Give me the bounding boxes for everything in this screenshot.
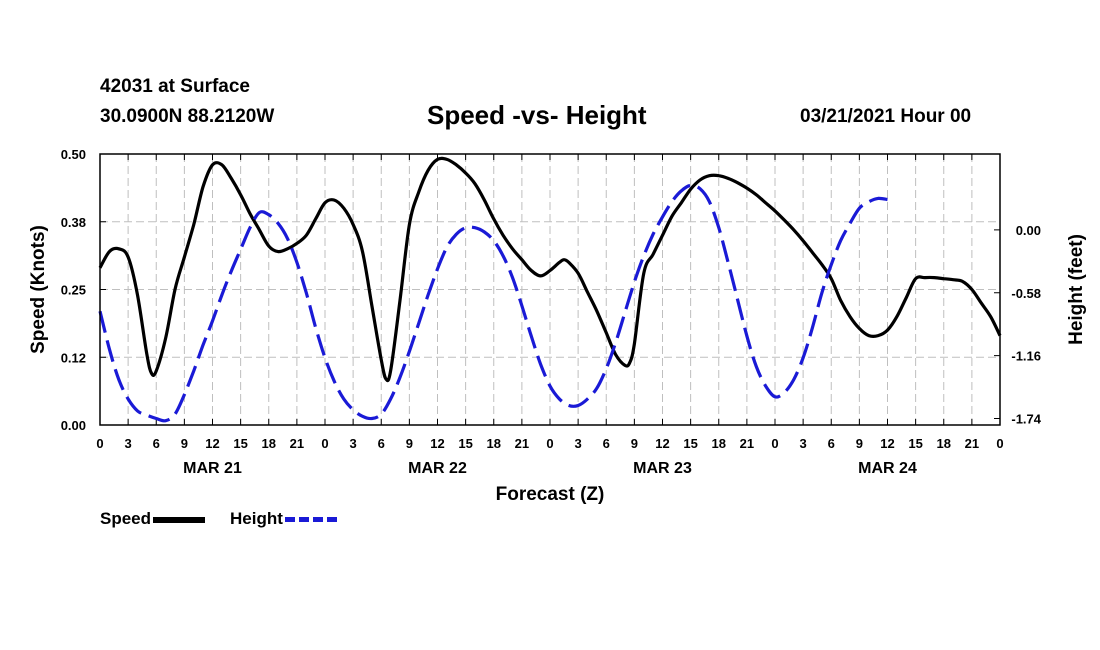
x-tick-label: 6 — [153, 436, 160, 451]
x-tick-label: 21 — [515, 436, 529, 451]
x-tick-label: 3 — [800, 436, 807, 451]
x-tick-label: 0 — [546, 436, 553, 451]
y-left-tick-label: 0.00 — [61, 418, 86, 433]
legend-label-height: Height — [230, 509, 283, 528]
x-tick-label: 15 — [458, 436, 472, 451]
y-left-tick-label: 0.25 — [61, 283, 86, 298]
x-tick-label: 12 — [430, 436, 444, 451]
y-right-tick-label: 0.00 — [1016, 223, 1041, 238]
day-label: MAR 22 — [408, 460, 467, 477]
data-lines — [98, 156, 1002, 423]
legend-swatch-speed — [153, 516, 206, 523]
x-tick-label: 21 — [965, 436, 979, 451]
x-tick-label: 3 — [350, 436, 357, 451]
day-label: MAR 21 — [183, 460, 242, 477]
x-tick-label: 6 — [603, 436, 610, 451]
legend-item-speed: Speed — [100, 509, 206, 529]
x-tick-label: 6 — [378, 436, 385, 451]
x-tick-label: 18 — [712, 436, 726, 451]
y-left-tick-label: 0.12 — [61, 350, 86, 365]
x-tick-label: 12 — [880, 436, 894, 451]
legend-item-height: Height — [230, 509, 337, 529]
y-left-tick-label: 0.50 — [61, 147, 86, 162]
x-tick-label: 6 — [828, 436, 835, 451]
series-line-speed — [98, 156, 1002, 383]
series-line-height — [98, 183, 888, 423]
x-tick-label: 0 — [321, 436, 328, 451]
x-tick-label: 0 — [771, 436, 778, 451]
legend-swatch-height — [284, 517, 337, 523]
x-tick-label: 18 — [937, 436, 951, 451]
x-tick-label: 18 — [262, 436, 276, 451]
station-coordinates: 30.0900N 88.2120W — [100, 106, 275, 127]
x-tick-label: 9 — [181, 436, 188, 451]
x-tick-label: 9 — [631, 436, 638, 451]
x-tick-label: 3 — [575, 436, 582, 451]
y-right-tick-label: -1.74 — [1011, 411, 1041, 426]
x-tick-label: 0 — [996, 436, 1003, 451]
x-tick-label: 21 — [740, 436, 754, 451]
chart-title: Speed -vs- Height — [427, 100, 647, 130]
x-tick-label: 15 — [683, 436, 697, 451]
forecast-time: 03/21/2021 Hour 00 — [800, 106, 972, 127]
station-title: 42031 at Surface — [100, 76, 250, 97]
x-tick-label: 21 — [290, 436, 304, 451]
x-tick-label: 3 — [125, 436, 132, 451]
y-left-tick-label: 0.38 — [61, 215, 86, 230]
x-tick-label: 9 — [406, 436, 413, 451]
x-tick-label: 12 — [205, 436, 219, 451]
axis-tick-labels: 0 3 6 9 12 15 18 21 0 3 6 9 12 15 18 21 0 3 6 9 12 15 18 21 0 3 6 9… — [61, 147, 1042, 477]
x-tick-label: 0 — [96, 436, 103, 451]
x-tick-label: 15 — [908, 436, 922, 451]
legend-label-speed: Speed — [100, 509, 152, 528]
x-tick-label: 9 — [856, 436, 863, 451]
left-axis-title: Speed (Knots) — [28, 225, 49, 354]
day-label: MAR 23 — [633, 460, 692, 477]
x-tick-label: 12 — [655, 436, 669, 451]
x-tick-label: 18 — [487, 436, 501, 451]
plot-frame — [99, 153, 1001, 426]
right-axis-title: Height (feet) — [1066, 234, 1087, 345]
y-right-tick-label: -0.58 — [1011, 286, 1041, 301]
x-tick-label: 15 — [233, 436, 247, 451]
y-right-tick-label: -1.16 — [1011, 349, 1041, 364]
x-axis-title: Forecast (Z) — [496, 484, 605, 505]
day-label: MAR 24 — [858, 460, 917, 477]
